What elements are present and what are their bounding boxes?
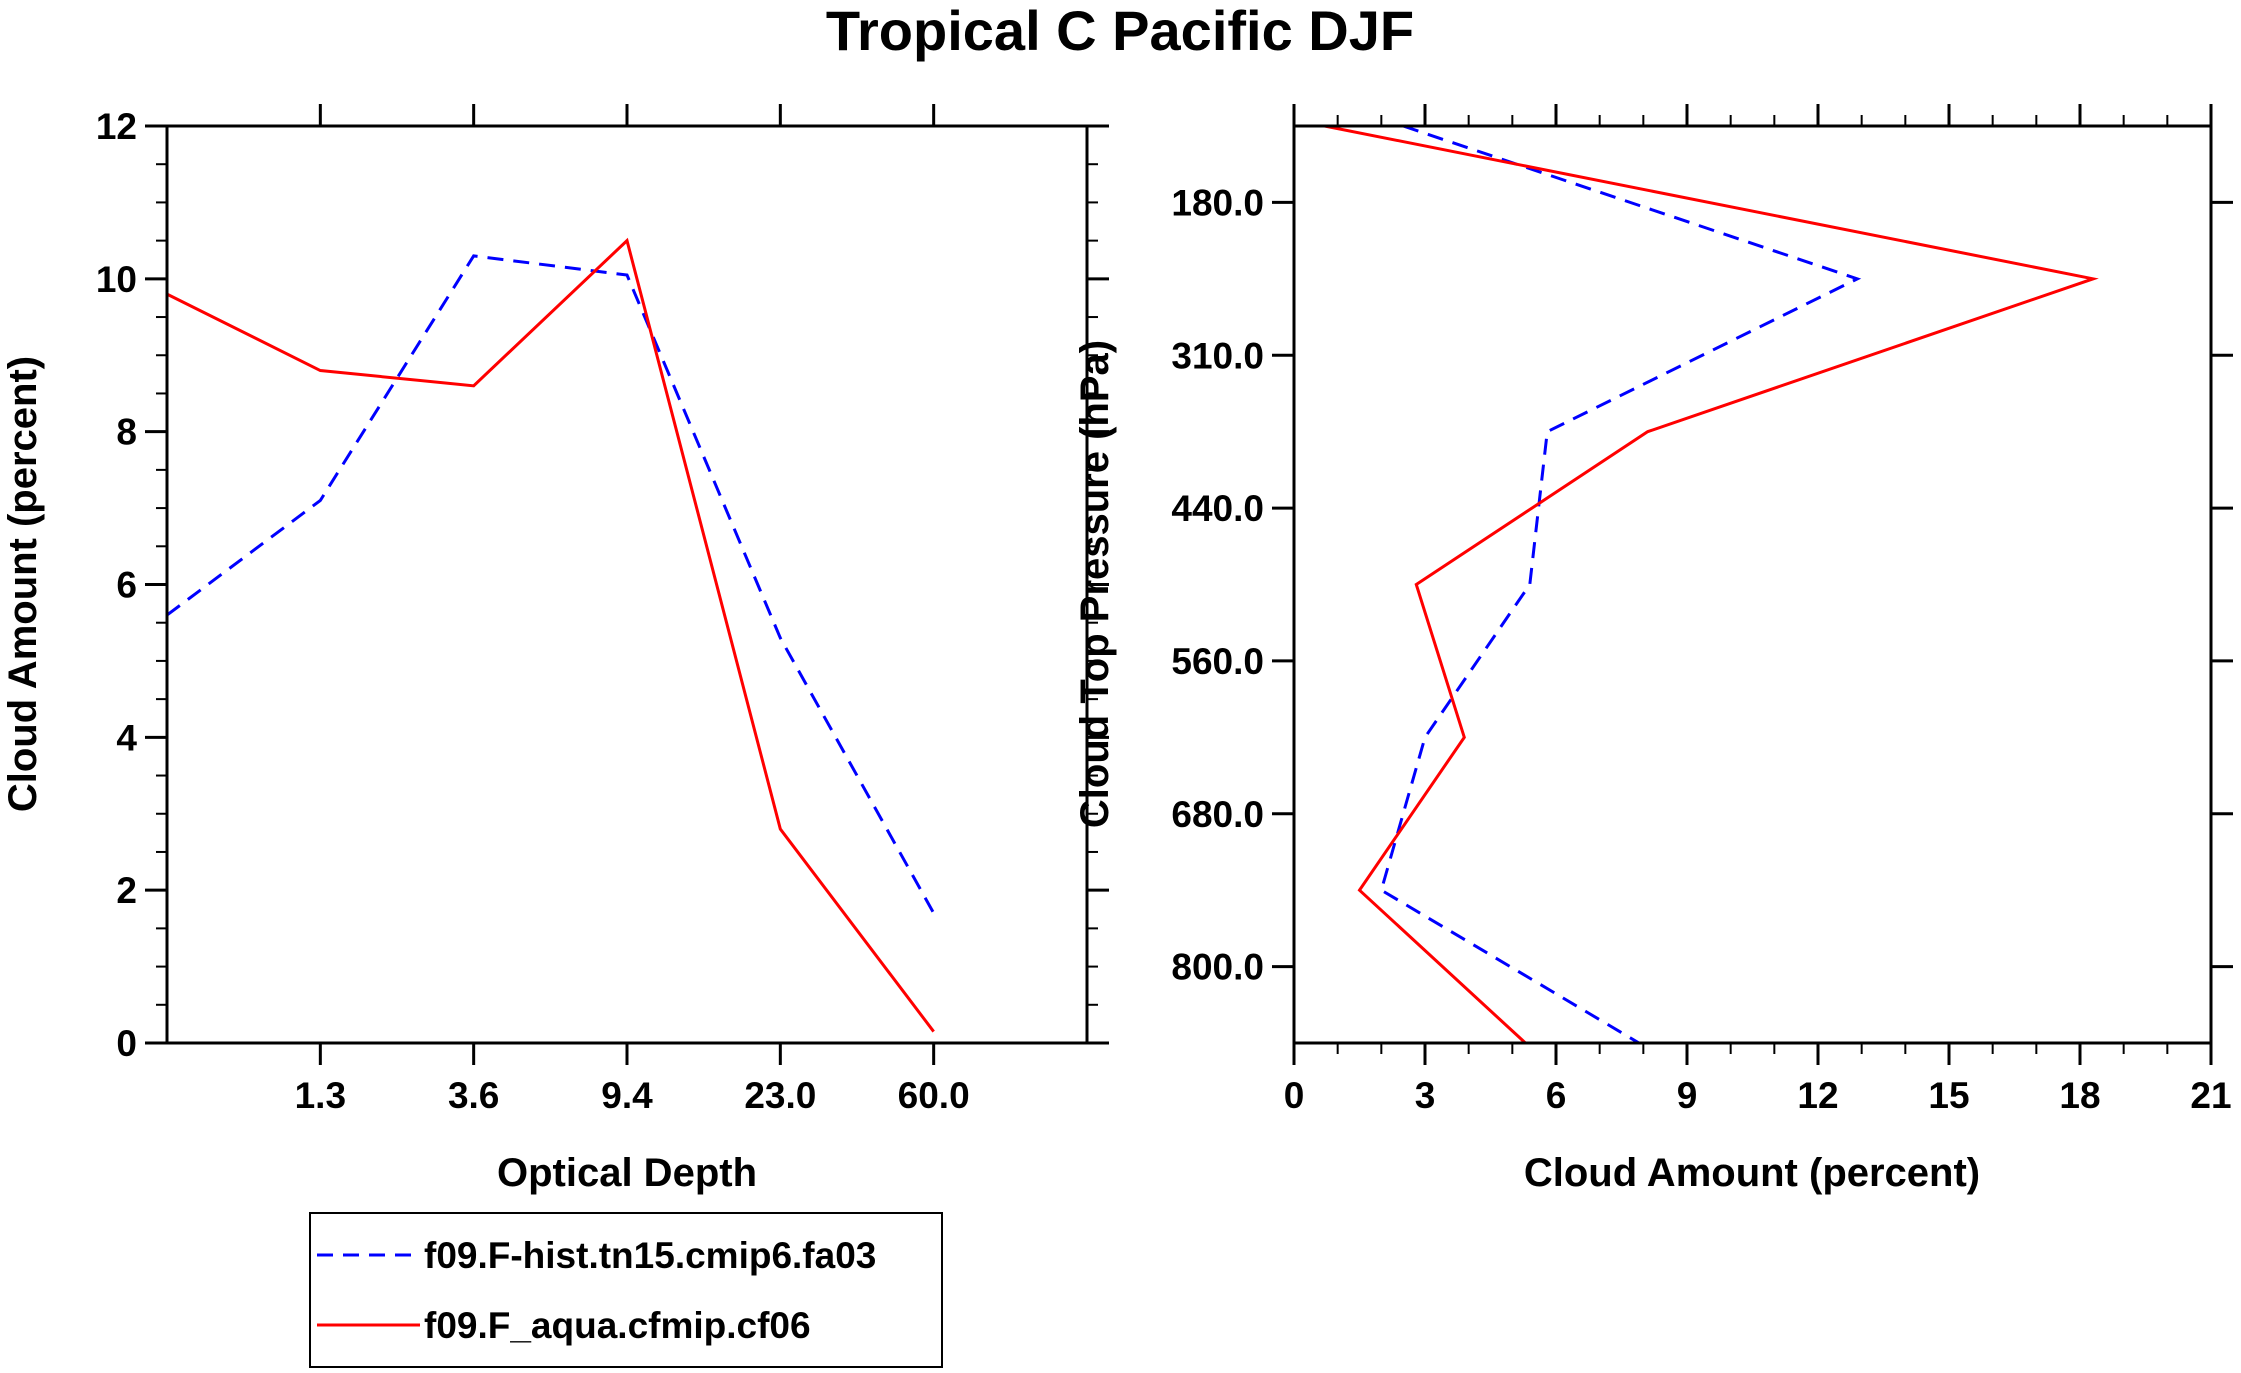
left-y-axis-label: Cloud Amount (percent) (1, 356, 45, 812)
left-plot-frame (165, 124, 1089, 1045)
right-x-tick-label: 9 (1677, 1075, 1698, 1116)
right-y-tick-label: 310.0 (1171, 335, 1264, 376)
left-ticks: 0 2 4 6 8 10 12 1.3 3.6 9.4 23.0 60.0 (96, 104, 1109, 1116)
right-x-tick-label: 6 (1546, 1075, 1567, 1116)
left-series (166, 237, 935, 1033)
right-y-tick-label: 560.0 (1171, 641, 1264, 682)
left-y-tick-label: 0 (116, 1023, 137, 1064)
left-y-tick-label: 6 (116, 565, 137, 606)
legend-label-series2: f09.F_aqua.cfmip.cf06 (424, 1305, 811, 1346)
left-x-axis-label: Optical Depth (497, 1151, 757, 1195)
left-x-tick-label: 1.3 (295, 1075, 346, 1116)
right-series-line-2 (1324, 124, 2099, 1045)
right-x-tick-label: 15 (1928, 1075, 1969, 1116)
right-plot-frame (1292, 124, 2213, 1045)
right-y-tick-label: 800.0 (1171, 947, 1264, 988)
right-series (1324, 124, 2099, 1045)
right-y-tick-label: 680.0 (1171, 794, 1264, 835)
right-series-line-1 (1379, 124, 1862, 1045)
right-x-axis-label: Cloud Amount (percent) (1524, 1151, 1980, 1195)
right-x-tick-label: 18 (2059, 1075, 2100, 1116)
left-x-tick-label: 3.6 (448, 1075, 499, 1116)
right-x-tick-label: 3 (1415, 1075, 1436, 1116)
left-series-line-1 (166, 254, 935, 914)
right-ticks: 0 3 6 9 12 15 18 21 180.0 310.0 440.0 560.0 680.0 800… (1171, 104, 2233, 1116)
right-x-tick-label: 0 (1284, 1075, 1305, 1116)
left-y-tick-label: 2 (116, 870, 137, 911)
left-x-tick-label: 60.0 (898, 1075, 970, 1116)
right-y-tick-label: 440.0 (1171, 488, 1264, 529)
right-panel: 0 3 6 9 12 15 18 21 180.0 310.0 440.0 560.0 680.0 800… (1073, 104, 2233, 1195)
right-y-axis-label: Cloud Top Pressure (hPa) (1073, 340, 1117, 828)
left-y-tick-label: 12 (96, 106, 137, 147)
left-panel: 0 2 4 6 8 10 12 1.3 3.6 9.4 23.0 60.0 Optical Depth… (1, 104, 1109, 1195)
right-x-tick-label: 12 (1797, 1075, 1838, 1116)
left-y-tick-label: 4 (116, 717, 137, 758)
figure-title: Tropical C Pacific DJF (826, 0, 1414, 62)
legend-box (309, 1212, 943, 1368)
right-x-tick-label: 21 (2190, 1075, 2231, 1116)
legend-label-series1: f09.F-hist.tn15.cmip6.fa03 (424, 1235, 876, 1276)
left-x-tick-label: 9.4 (601, 1075, 653, 1116)
left-series-line-2 (166, 237, 935, 1033)
left-x-tick-label: 23.0 (744, 1075, 816, 1116)
legend: f09.F-hist.tn15.cmip6.fa03 f09.F_aqua.cf… (309, 1212, 943, 1368)
left-y-tick-label: 8 (116, 412, 137, 453)
right-y-tick-label: 180.0 (1171, 182, 1264, 223)
left-y-tick-label: 10 (96, 259, 137, 300)
